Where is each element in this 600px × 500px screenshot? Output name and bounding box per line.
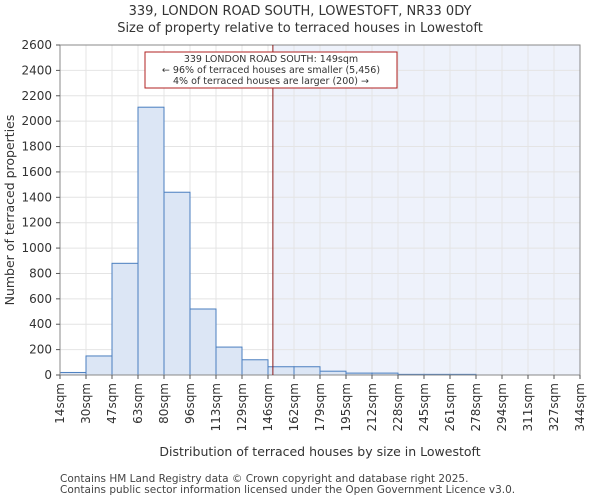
title-line-address: 339, LONDON ROAD SOUTH, LOWESTOFT, NR33 … — [128, 4, 472, 19]
bar-162sqm — [293, 366, 321, 376]
bar-96sqm — [189, 308, 217, 376]
y-tick-label: 200 — [29, 343, 52, 357]
y-axis-ticks: 0 200 400 600 800 1000 1200 1400 1600 1800 2000 220… — [21, 38, 60, 382]
title-line-subtitle: Size of property relative to terraced ho… — [117, 21, 483, 36]
y-tick-label: 2000 — [21, 114, 52, 128]
y-tick-label: 1400 — [21, 190, 52, 204]
annotation-line-1: 339 LONDON ROAD SOUTH: 149sqm — [184, 54, 358, 65]
x-tick-label: 80sqm — [157, 383, 171, 424]
x-tick-label: 294sqm — [495, 383, 509, 431]
x-tick-label: 228sqm — [391, 383, 405, 431]
y-tick-label: 1600 — [21, 165, 52, 179]
x-tick-label: 96sqm — [183, 383, 197, 424]
y-tick-label: 600 — [29, 292, 52, 306]
y-tick-label: 1200 — [21, 216, 52, 230]
x-tick-label: 47sqm — [105, 383, 119, 424]
bar-63sqm — [137, 106, 165, 376]
x-tick-label: 261sqm — [443, 383, 457, 431]
x-tick-label: 63sqm — [131, 383, 145, 424]
footer-line-2: Contains public sector information licen… — [60, 484, 516, 496]
annotation-line-3: 4% of terraced houses are larger (200) → — [173, 76, 369, 87]
y-tick-label: 2600 — [21, 38, 52, 52]
y-tick-label: 2400 — [21, 63, 52, 77]
x-tick-label: 179sqm — [313, 383, 327, 431]
x-tick-label: 129sqm — [235, 383, 249, 431]
bar-146sqm — [267, 366, 295, 376]
y-axis-label: Number of terraced properties — [2, 115, 17, 306]
x-tick-label: 195sqm — [339, 383, 353, 431]
bar-179sqm — [319, 370, 347, 376]
annotation-border — [144, 51, 398, 89]
x-tick-label: 14sqm — [53, 383, 67, 424]
bar-47sqm — [111, 262, 139, 376]
x-axis-ticks: 14sqm 30sqm 47sqm 63sqm 80sqm 96sqm 113sqm 129s… — [53, 375, 587, 431]
chart-title: 339, LONDON ROAD SOUTH, LOWESTOFT, NR33 … — [0, 3, 600, 37]
x-tick-label: 278sqm — [469, 383, 483, 431]
x-axis-label: Distribution of terraced houses by size … — [159, 444, 480, 459]
bar-30sqm — [85, 355, 113, 376]
annotation-line-2: ← 96% of terraced houses are smaller (5,… — [162, 65, 380, 76]
x-tick-label: 212sqm — [365, 383, 379, 431]
annotation-box: 339 LONDON ROAD SOUTH: 149sqm ← 96% of t… — [144, 51, 398, 89]
footer-attribution: Contains HM Land Registry data © Crown c… — [60, 474, 515, 496]
bar-80sqm — [163, 191, 191, 376]
y-tick-label: 2200 — [21, 89, 52, 103]
x-tick-label: 245sqm — [417, 383, 431, 431]
x-tick-label: 30sqm — [79, 383, 93, 424]
y-tick-label: 0 — [44, 368, 52, 382]
x-tick-label: 162sqm — [287, 383, 301, 431]
larger-region-highlight — [272, 45, 580, 375]
footer-line-1: Contains HM Land Registry data © Crown c… — [60, 473, 469, 485]
y-tick-label: 1800 — [21, 140, 52, 154]
y-tick-label: 400 — [29, 317, 52, 331]
x-tick-label: 113sqm — [209, 383, 223, 431]
y-tick-label: 800 — [29, 266, 52, 280]
bar-129sqm — [241, 359, 269, 376]
y-tick-label: 1000 — [21, 241, 52, 255]
bar-113sqm — [215, 346, 243, 376]
x-tick-label: 311sqm — [521, 383, 535, 431]
x-tick-label: 327sqm — [547, 383, 561, 431]
x-tick-label: 344sqm — [573, 383, 587, 431]
x-tick-label: 146sqm — [261, 383, 275, 431]
